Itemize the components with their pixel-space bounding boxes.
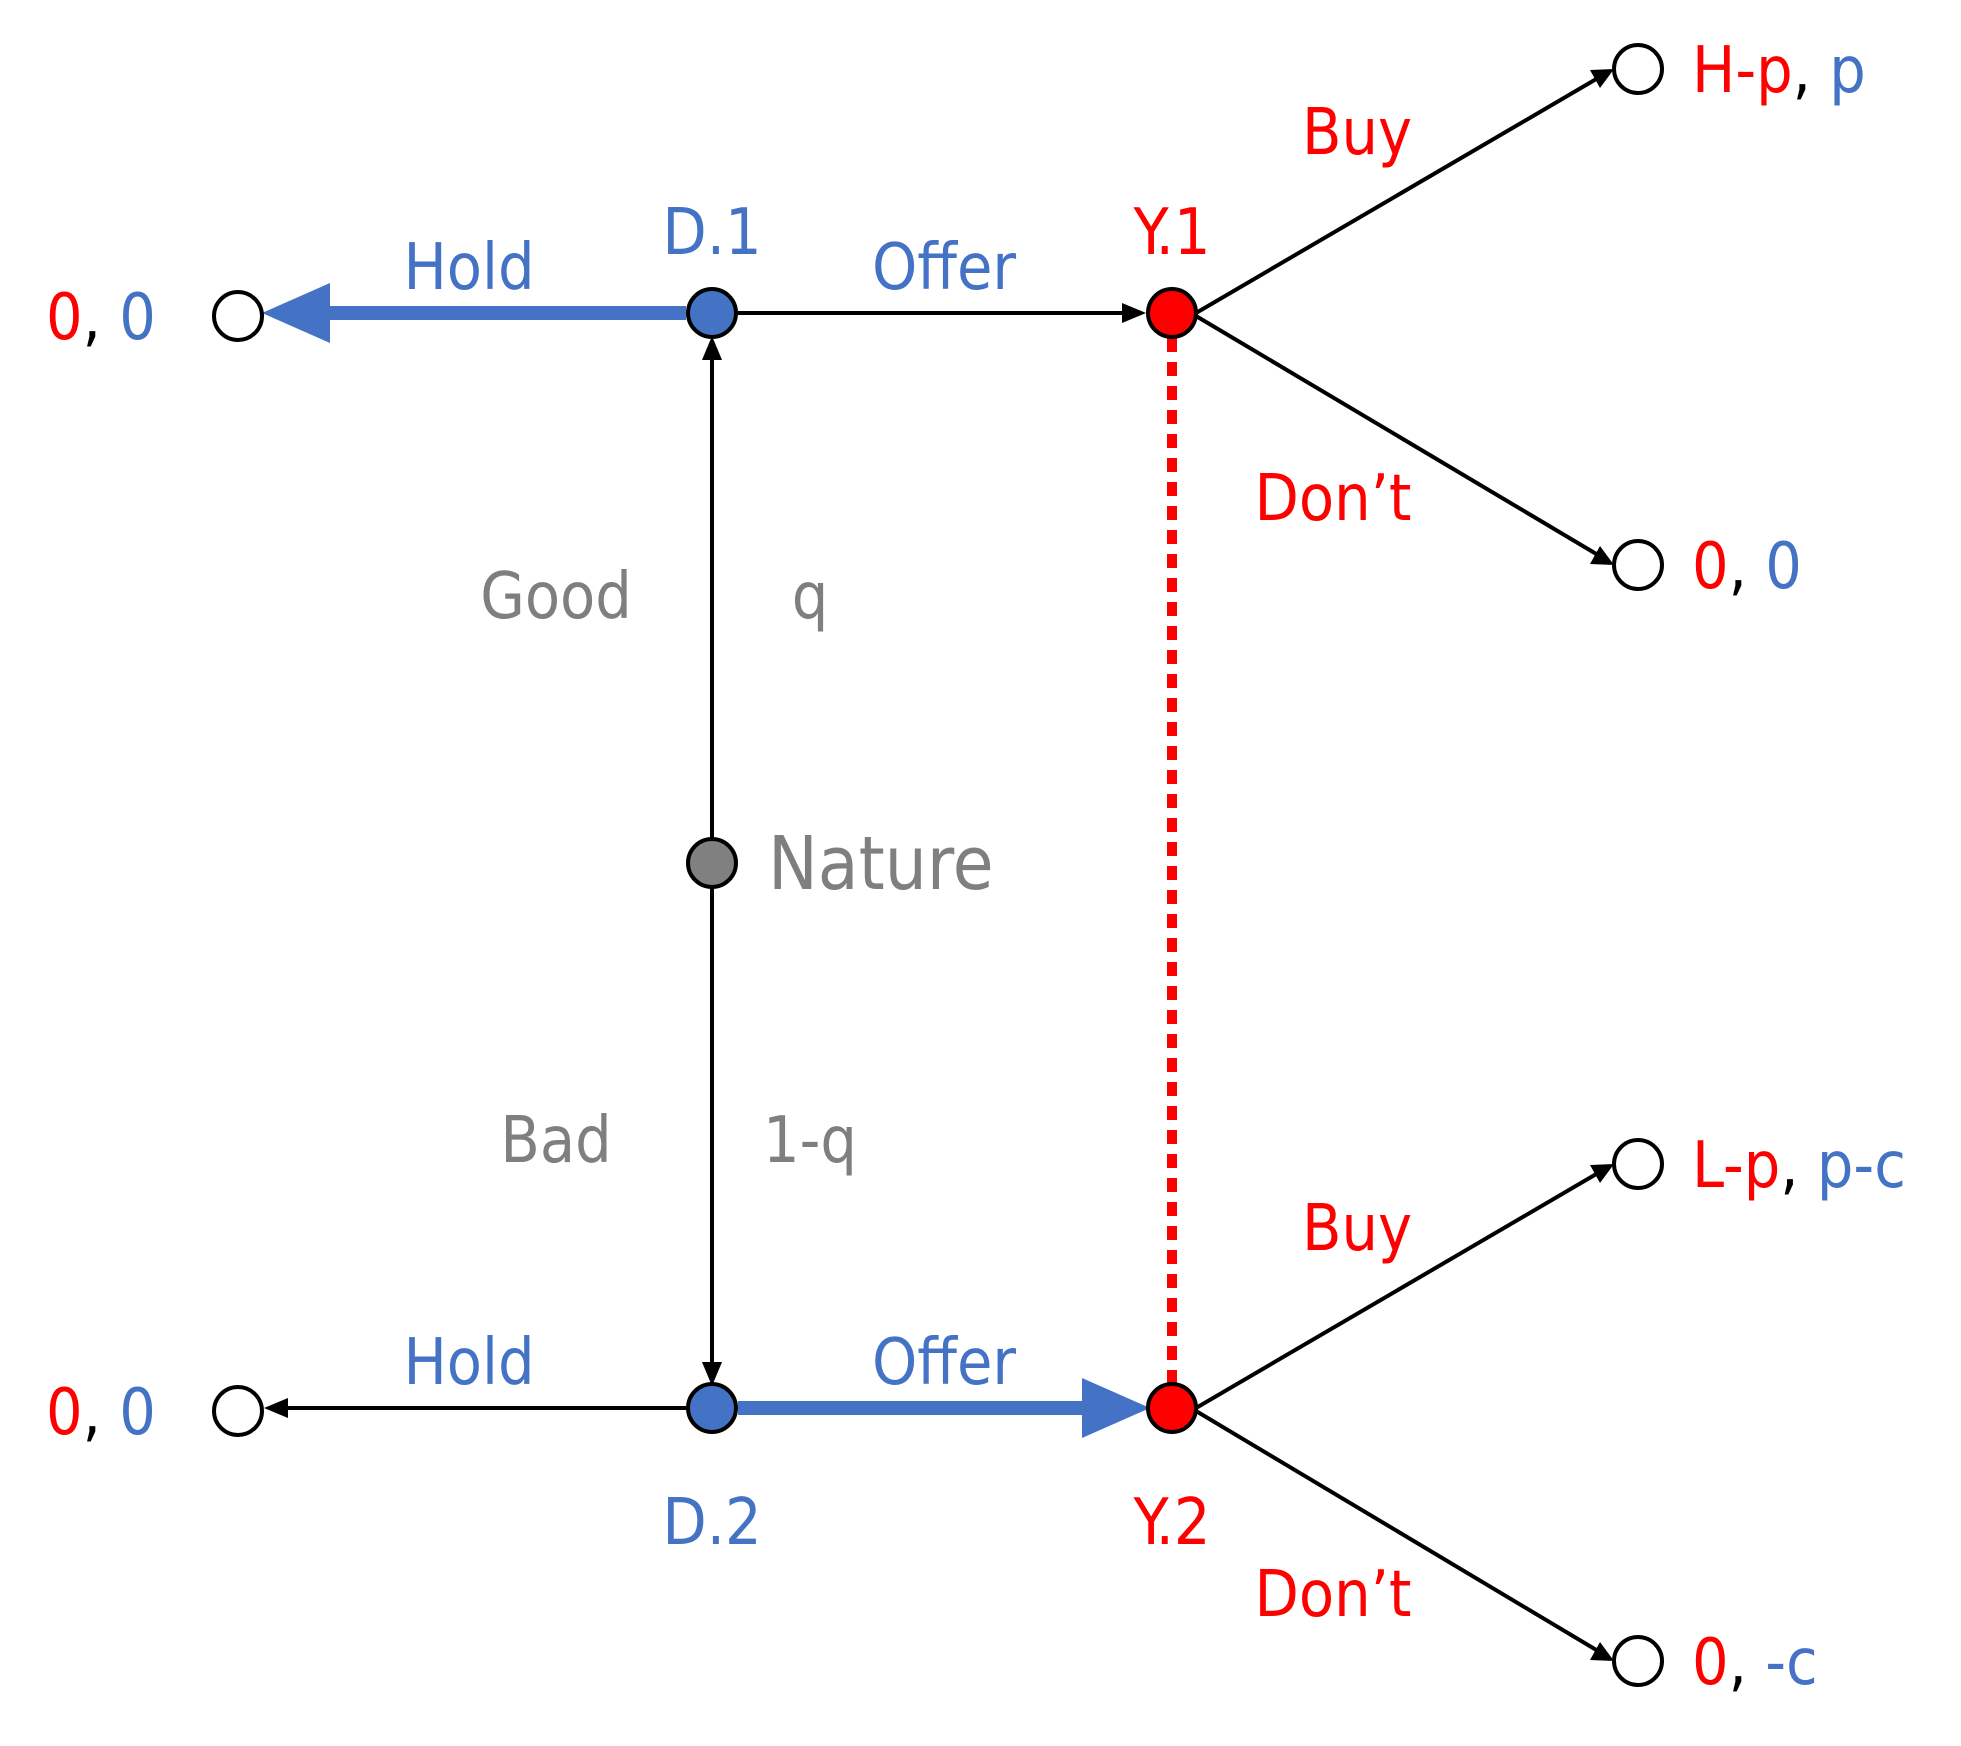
node-nature xyxy=(686,837,738,889)
probability-good: q xyxy=(792,560,829,634)
edge-dont-top xyxy=(1194,314,1600,557)
label-nature: Nature xyxy=(768,821,994,907)
label-y2: Y.2 xyxy=(1132,1486,1210,1560)
payoff-buy-top: H-p, p xyxy=(1692,34,1866,108)
arrowhead-offer-bottom xyxy=(1082,1378,1150,1438)
node-d2 xyxy=(686,1382,738,1434)
label-dont-top: Don’t xyxy=(1255,462,1412,536)
edge-dont-bottom xyxy=(1194,1409,1600,1653)
arrowhead-offer-top xyxy=(1122,303,1146,323)
terminal-buy-top xyxy=(1612,43,1664,95)
terminal-hold-bottom xyxy=(212,1385,264,1437)
label-good: Good xyxy=(480,560,632,634)
arrowhead-hold-bottom xyxy=(264,1398,288,1418)
node-d1 xyxy=(686,287,738,339)
label-dont-bottom: Don’t xyxy=(1255,1558,1412,1632)
edge-buy-bottom xyxy=(1194,1171,1600,1410)
label-y1: Y.1 xyxy=(1132,196,1210,270)
terminal-buy-bottom xyxy=(1612,1138,1664,1190)
arrowhead-buy-top xyxy=(1590,69,1614,88)
payoff-hold-top: 0, 0 xyxy=(46,281,156,355)
payoff-dont-bottom: 0, -c xyxy=(1692,1626,1818,1700)
payoff-buy-bottom: L-p, p-c xyxy=(1692,1129,1906,1203)
label-bad: Bad xyxy=(500,1104,611,1178)
label-offer-top: Offer xyxy=(872,231,1016,305)
arrowhead-dont-top xyxy=(1590,546,1614,565)
arrowhead-buy-bottom xyxy=(1590,1164,1614,1183)
arrowhead-good xyxy=(702,336,722,360)
label-offer-bottom: Offer xyxy=(872,1326,1016,1400)
node-y1 xyxy=(1146,287,1198,339)
probability-bad: 1-q xyxy=(763,1104,857,1178)
label-buy-bottom: Buy xyxy=(1302,1192,1412,1266)
payoff-dont-top: 0, 0 xyxy=(1692,530,1802,604)
edge-buy-top xyxy=(1194,76,1600,315)
arrowhead-hold-top xyxy=(262,283,330,343)
label-hold-top: Hold xyxy=(403,231,534,305)
label-buy-top: Buy xyxy=(1302,96,1412,170)
node-y2 xyxy=(1146,1382,1198,1434)
arrowhead-dont-bottom xyxy=(1590,1642,1614,1661)
terminal-dont-top xyxy=(1612,539,1664,591)
label-d2: D.2 xyxy=(662,1486,761,1560)
label-d1: D.1 xyxy=(662,196,761,270)
arrowhead-bad xyxy=(702,1362,722,1386)
label-hold-bottom: Hold xyxy=(403,1326,534,1400)
terminal-dont-bottom xyxy=(1612,1635,1664,1687)
terminal-hold-top xyxy=(212,290,264,342)
payoff-hold-bottom: 0, 0 xyxy=(46,1376,156,1450)
